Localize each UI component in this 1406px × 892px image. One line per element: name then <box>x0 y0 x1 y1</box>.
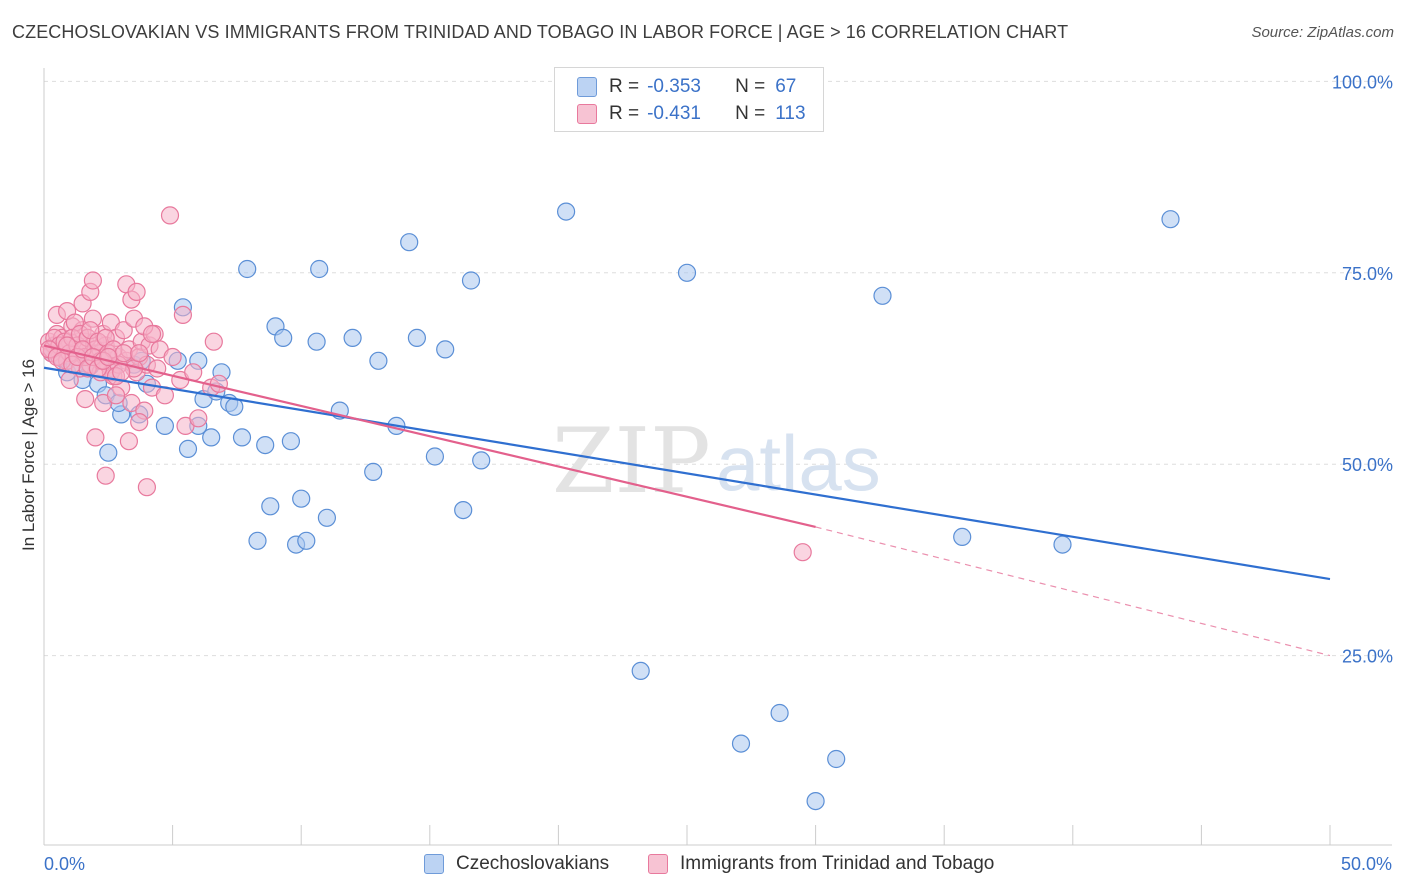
czechoslovakian-point <box>827 749 846 769</box>
x-tick-label: 0.0% <box>44 854 85 874</box>
czechoslovakian-point <box>1161 210 1180 229</box>
series-name: Czechoslovakians <box>456 853 610 874</box>
trinidad-point <box>137 478 156 497</box>
czechoslovakian-point <box>806 791 825 811</box>
trinidad-point <box>142 324 162 344</box>
watermark-atlas: atlas <box>716 419 881 507</box>
series-legend-trinidad: Immigrants from Trinidad and Tobago <box>648 852 994 876</box>
y-axis-label: In Labor Force | Age > 16 <box>19 359 38 551</box>
series-legend-czechoslovakians: Czechoslovakians <box>424 852 609 876</box>
trinidad-trend-extension <box>815 526 1331 657</box>
czechoslovakian-point <box>770 703 789 723</box>
czechoslovakian-point <box>556 202 576 221</box>
legend-row-trinidad: R = -0.431 N = 113 <box>577 102 806 126</box>
trend-layer <box>43 344 1331 657</box>
czechoslovakian-point <box>425 447 444 466</box>
series-swatch-blue <box>424 854 444 874</box>
czechoslovakian-point <box>232 428 252 447</box>
legend-r-value: -0.353 <box>647 76 701 97</box>
chart-title: CZECHOSLOVAKIAN VS IMMIGRANTS FROM TRINI… <box>12 22 1069 42</box>
czechoslovakian-point <box>454 501 473 520</box>
czechoslovakian-trend-line <box>43 366 1331 581</box>
czechoslovakian-point <box>400 233 419 252</box>
czechoslovakian-point <box>317 508 336 527</box>
trinidad-point <box>114 344 133 363</box>
trinidad-point <box>119 432 138 451</box>
czechoslovakian-point <box>953 527 972 547</box>
trinidad-point <box>189 409 208 428</box>
czechoslovakian-point <box>261 497 280 516</box>
czechoslovakian-point <box>407 328 426 347</box>
czechoslovakian-point <box>364 462 383 481</box>
legend-swatch-blue <box>577 77 597 97</box>
czechoslovakian-point <box>1053 535 1072 554</box>
series-name: Immigrants from Trinidad and Tobago <box>680 853 995 874</box>
tick-labels: 25.0% 50.0% 75.0% 100.0% 0.0% 50.0% <box>44 72 1393 874</box>
legend-n-value: 113 <box>775 103 806 124</box>
watermark: ZIP atlas <box>552 409 881 514</box>
czechoslovakian-point <box>677 263 697 282</box>
y-tick-label: 75.0% <box>1342 264 1393 284</box>
points-layer <box>39 202 1180 811</box>
trinidad-point <box>130 344 149 363</box>
czechoslovakian-point <box>369 351 388 370</box>
czechoslovakian-point <box>274 328 293 347</box>
czechoslovakian-point <box>178 439 198 458</box>
y-tick-label: 50.0% <box>1342 455 1393 475</box>
trinidad-point <box>204 332 223 351</box>
trinidad-point <box>106 386 126 405</box>
czechoslovakian-point <box>343 328 362 347</box>
legend-swatch-pink <box>577 104 597 124</box>
czechoslovakian-point <box>307 332 326 351</box>
grid-layer <box>44 80 1392 657</box>
trinidad-point <box>209 374 228 393</box>
legend-n-label: N = <box>735 76 766 97</box>
trinidad-point <box>114 321 133 340</box>
trinidad-point <box>127 282 146 301</box>
legend-row-czechoslovakians: R = -0.353 N = 67 <box>577 75 796 99</box>
czechoslovakian-point <box>461 271 481 290</box>
czechoslovakian-point <box>281 432 300 451</box>
trinidad-point <box>76 390 95 409</box>
axes-layer <box>43 68 1392 846</box>
trinidad-point <box>86 428 105 447</box>
series-swatch-pink <box>648 854 668 874</box>
czechoslovakian-point <box>731 734 751 753</box>
czechoslovakian-point <box>436 340 455 359</box>
legend-n-value: 67 <box>775 76 797 97</box>
czechoslovakian-point <box>256 436 275 455</box>
trinidad-point <box>160 206 180 225</box>
czechoslovakian-point <box>238 259 257 279</box>
x-tick-label: 50.0% <box>1341 854 1392 874</box>
trinidad-point <box>793 543 812 562</box>
czechoslovakian-point <box>873 286 892 305</box>
y-tick-label: 100.0% <box>1332 72 1393 92</box>
czechoslovakian-point <box>155 416 174 435</box>
source-credit: Source: ZipAtlas.com <box>1251 24 1394 41</box>
trinidad-point <box>96 466 115 485</box>
legend-r-value: -0.431 <box>647 103 701 124</box>
legend-n-label: N = <box>735 103 766 124</box>
correlation-legend: R = -0.353 N = 67 R = -0.431 N = 113 <box>554 67 824 132</box>
watermark-zip: ZIP <box>552 409 711 514</box>
trinidad-point <box>173 305 192 324</box>
trinidad-point <box>130 413 149 432</box>
y-tick-label: 25.0% <box>1342 647 1393 667</box>
trinidad-point <box>163 347 182 367</box>
czechoslovakian-point <box>248 531 267 550</box>
legend-r-label: R = <box>609 76 640 97</box>
trinidad-point <box>60 370 79 390</box>
trinidad-point <box>83 271 103 290</box>
czechoslovakian-point <box>631 661 650 681</box>
czechoslovakian-point <box>472 451 491 470</box>
czechoslovakian-point <box>297 531 316 550</box>
legend-r-label: R = <box>609 103 640 124</box>
czechoslovakian-point <box>99 443 118 462</box>
czechoslovakian-point <box>292 489 311 508</box>
trinidad-trend-line <box>43 344 816 529</box>
czechoslovakian-point <box>202 428 221 447</box>
czechoslovakian-point <box>310 259 329 279</box>
trinidad-point <box>112 363 131 382</box>
